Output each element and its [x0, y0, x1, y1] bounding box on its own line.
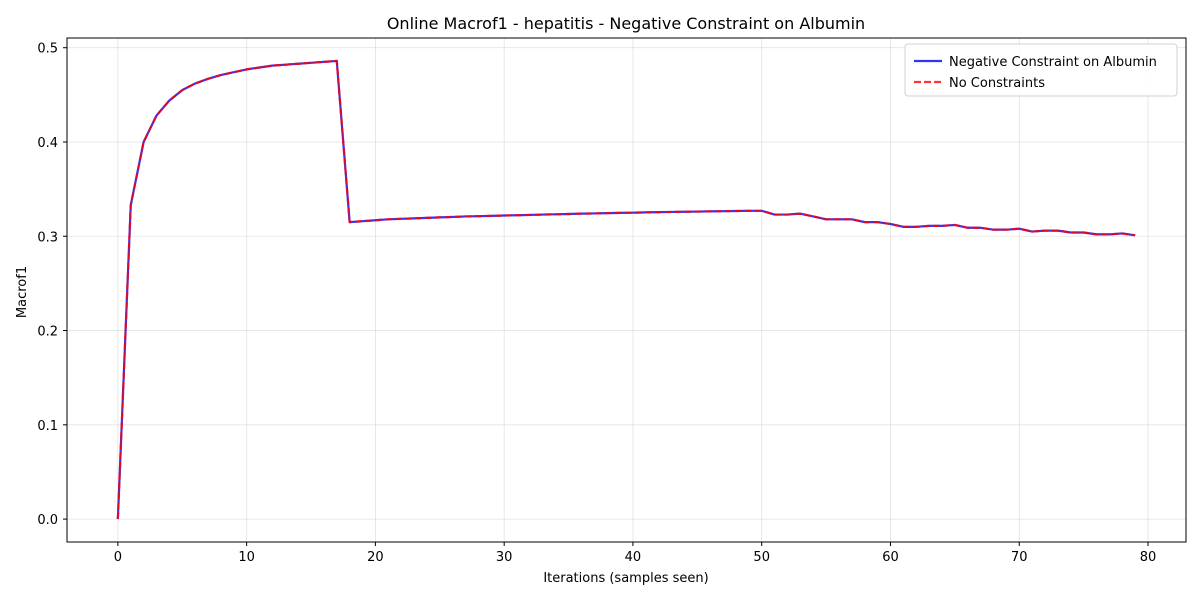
y-tick-label: 0.5 — [37, 42, 58, 57]
y-tick-label: 0.1 — [37, 419, 58, 434]
y-axis-label: Macrof1 — [15, 266, 30, 318]
plot-frame — [66, 37, 1187, 543]
legend-label-1: Negative Constraint on Albumin — [949, 55, 1157, 70]
series-lines — [116, 59, 1136, 520]
chart-title: Online Macrof1 - hepatitis - Negative Co… — [387, 14, 865, 33]
x-axis-label: Iterations (samples seen) — [543, 571, 708, 586]
legend-label-2: No Constraints — [949, 76, 1045, 91]
x-tick-label: 70 — [1011, 550, 1028, 565]
y-tick-label: 0.4 — [37, 136, 58, 151]
x-tick-label: 0 — [114, 550, 122, 565]
grid-lines — [67, 38, 1186, 542]
y-tick-label: 0.2 — [37, 325, 58, 340]
x-tick-label: 20 — [367, 550, 384, 565]
x-tick-label: 80 — [1140, 550, 1157, 565]
series-line-2 — [116, 59, 1136, 520]
legend: Negative Constraint on Albumin No Constra… — [904, 43, 1178, 97]
y-tick-label: 0.3 — [37, 230, 58, 245]
x-tick-label: 30 — [496, 550, 513, 565]
series-line-1 — [116, 59, 1136, 520]
axis-ticks: 0 10 20 30 40 50 60 70 80 0.0 0.1 0.2 0.3 0.4 0.5 — [37, 42, 1156, 565]
x-tick-label: 10 — [238, 550, 255, 565]
x-tick-label: 40 — [625, 550, 642, 565]
x-tick-label: 60 — [882, 550, 899, 565]
legend-box — [904, 43, 1178, 97]
y-tick-label: 0.0 — [37, 513, 58, 528]
x-tick-label: 50 — [753, 550, 770, 565]
